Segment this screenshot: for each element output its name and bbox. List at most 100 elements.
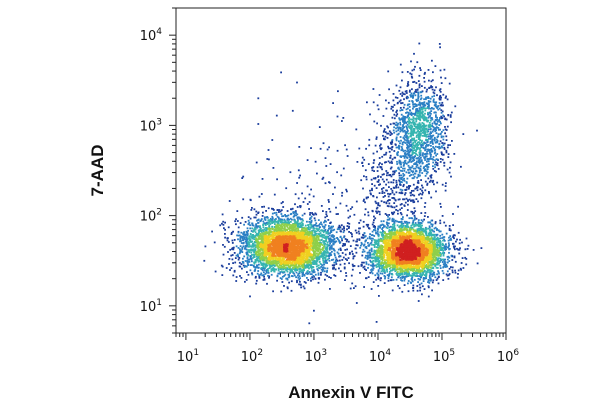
event-point xyxy=(302,219,304,222)
event-point xyxy=(388,217,391,220)
event-point xyxy=(262,262,265,265)
event-point xyxy=(316,249,318,252)
event-point xyxy=(434,65,437,67)
event-point xyxy=(417,175,420,178)
event-point xyxy=(313,240,316,242)
event-point xyxy=(457,269,460,272)
event-point xyxy=(434,141,437,144)
event-point xyxy=(426,271,429,273)
event-point xyxy=(441,233,444,236)
event-point xyxy=(439,251,441,254)
event-point xyxy=(433,236,436,239)
event-point xyxy=(328,276,330,278)
event-point xyxy=(327,237,330,240)
event-point xyxy=(459,247,461,250)
event-point xyxy=(321,248,324,251)
event-point xyxy=(419,286,422,289)
event-point xyxy=(427,116,430,119)
event-point xyxy=(369,253,371,255)
event-point xyxy=(315,230,318,233)
event-point xyxy=(440,111,443,114)
event-point xyxy=(296,267,299,269)
event-point xyxy=(424,118,426,121)
event-point xyxy=(436,164,439,167)
event-point xyxy=(407,172,410,174)
event-point xyxy=(346,238,349,241)
event-point xyxy=(401,91,404,94)
event-point xyxy=(442,236,445,239)
event-point xyxy=(286,217,289,220)
event-point xyxy=(424,104,427,107)
event-point xyxy=(422,230,425,233)
event-point xyxy=(387,70,390,73)
event-point xyxy=(243,266,246,268)
event-point xyxy=(421,112,424,114)
event-point xyxy=(379,279,382,282)
event-point xyxy=(426,166,429,168)
event-point xyxy=(442,272,445,275)
event-point xyxy=(397,276,399,279)
event-point xyxy=(372,259,375,262)
event-point xyxy=(316,228,318,230)
event-point xyxy=(290,280,293,283)
event-point xyxy=(368,138,371,141)
event-point xyxy=(241,267,243,270)
event-point xyxy=(405,225,407,227)
event-point xyxy=(416,61,419,64)
event-point xyxy=(259,227,262,230)
event-point xyxy=(436,94,438,97)
event-point xyxy=(386,205,389,207)
event-point xyxy=(400,146,403,148)
event-point xyxy=(399,107,402,109)
event-point xyxy=(431,88,434,91)
event-point xyxy=(380,264,382,267)
event-point xyxy=(395,209,397,211)
event-point xyxy=(446,274,449,277)
event-point xyxy=(356,244,359,247)
event-point xyxy=(273,228,276,231)
event-point xyxy=(378,261,380,264)
event-point xyxy=(308,208,310,210)
event-point xyxy=(303,230,306,233)
event-point xyxy=(337,213,339,215)
event-point xyxy=(238,234,241,237)
event-point xyxy=(289,272,291,274)
event-point xyxy=(442,93,445,96)
event-point xyxy=(387,275,390,278)
event-point xyxy=(398,174,401,177)
event-point xyxy=(440,259,442,261)
event-point xyxy=(250,241,252,243)
event-point xyxy=(420,160,423,163)
event-point xyxy=(328,259,331,262)
event-point xyxy=(341,259,344,261)
event-point xyxy=(429,124,431,126)
event-point xyxy=(328,201,330,203)
event-point xyxy=(385,238,388,241)
event-point xyxy=(411,76,414,79)
event-point xyxy=(242,175,245,178)
event-point xyxy=(460,262,463,264)
event-point xyxy=(415,161,418,164)
event-point xyxy=(419,273,422,276)
event-point xyxy=(372,177,375,180)
event-point xyxy=(381,262,384,264)
event-point xyxy=(407,84,410,86)
event-point xyxy=(414,210,417,213)
event-point xyxy=(399,273,402,275)
event-point xyxy=(256,272,259,275)
event-point xyxy=(315,222,318,225)
event-point xyxy=(312,270,315,273)
event-point xyxy=(430,269,432,272)
event-point xyxy=(259,220,262,222)
event-point xyxy=(250,258,253,260)
event-point xyxy=(246,237,249,240)
event-point xyxy=(336,149,339,152)
event-point xyxy=(323,225,326,228)
event-point xyxy=(280,290,283,293)
event-point xyxy=(237,226,240,229)
event-point xyxy=(308,234,311,236)
event-point xyxy=(368,244,370,247)
event-point xyxy=(254,216,257,219)
event-point xyxy=(353,265,356,267)
event-point xyxy=(442,253,445,256)
